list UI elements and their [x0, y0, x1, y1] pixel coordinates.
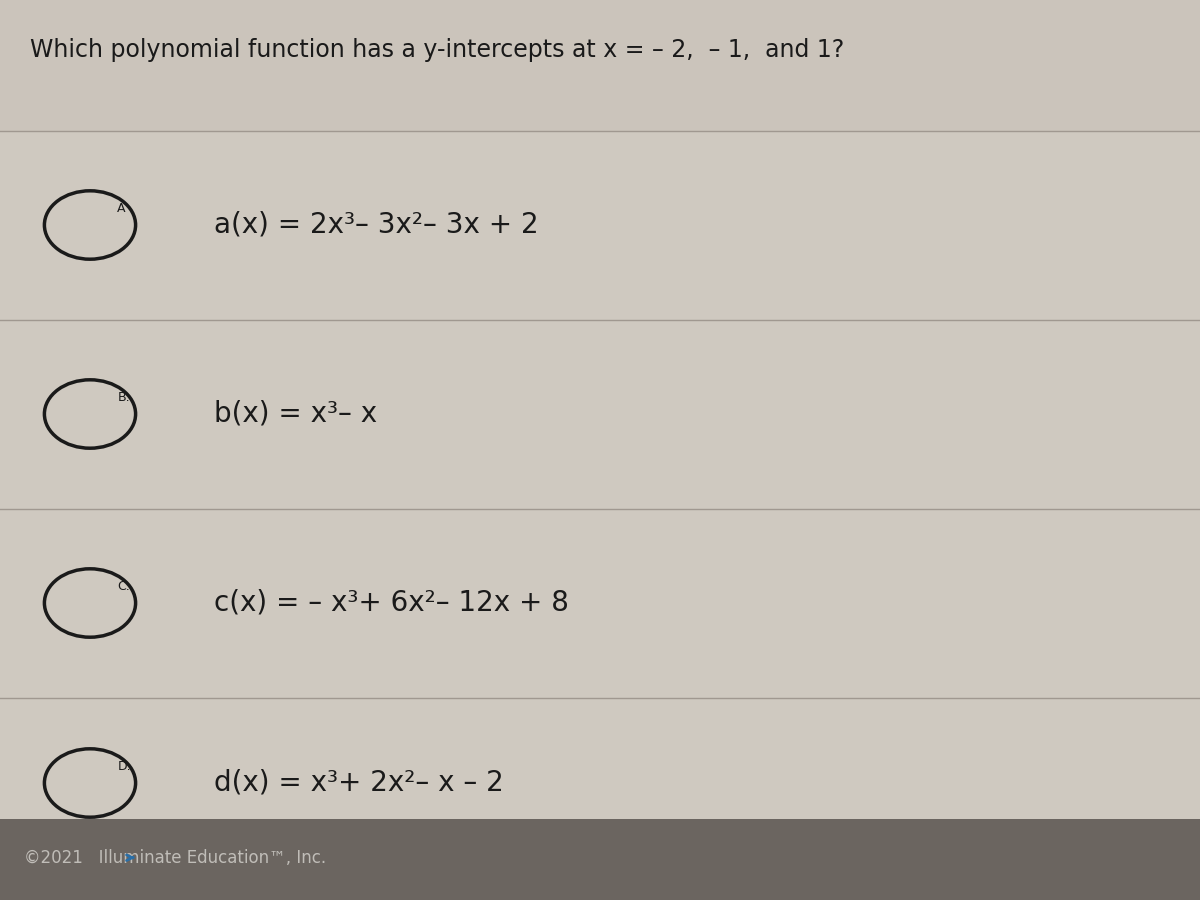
Text: Which polynomial function has a y-intercepts at x = – 2,  – 1,  and 1?: Which polynomial function has a y-interc…	[30, 38, 845, 61]
FancyBboxPatch shape	[0, 0, 1200, 819]
Text: b(x) = x³– x: b(x) = x³– x	[214, 400, 377, 428]
Text: A: A	[118, 202, 126, 215]
Text: d(x) = x³+ 2x²– x – 2: d(x) = x³+ 2x²– x – 2	[214, 769, 503, 797]
Text: B.: B.	[118, 391, 130, 404]
FancyBboxPatch shape	[0, 819, 1200, 900]
FancyBboxPatch shape	[0, 0, 1200, 130]
Text: a(x) = 2x³– 3x²– 3x + 2: a(x) = 2x³– 3x²– 3x + 2	[214, 211, 539, 239]
Text: D.: D.	[118, 760, 131, 773]
Text: C.: C.	[118, 580, 130, 593]
Text: ©2021   Illuminate Education™, Inc.: ©2021 Illuminate Education™, Inc.	[24, 849, 326, 867]
Text: c(x) = – x³+ 6x²– 12x + 8: c(x) = – x³+ 6x²– 12x + 8	[214, 589, 569, 617]
